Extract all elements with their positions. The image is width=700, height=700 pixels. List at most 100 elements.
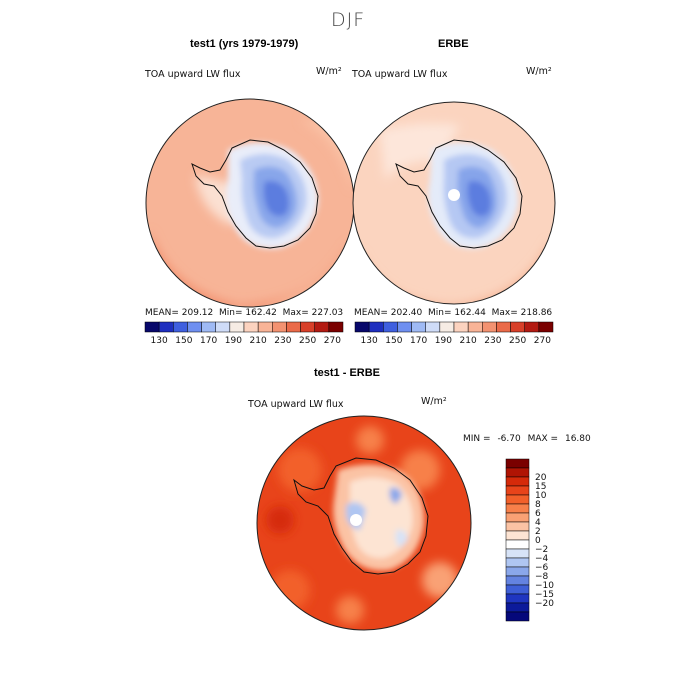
panel2-colorbar-tick-label: 130 xyxy=(361,336,378,346)
panel3-colorbar-tick-label: 4 xyxy=(535,518,541,528)
panel3-colorbar-tick-label: −10 xyxy=(535,581,554,591)
panel1-colorbar-swatch xyxy=(272,321,287,333)
figure-title: DJF xyxy=(331,9,366,31)
panel3-colorbar-tick-label: 6 xyxy=(535,509,541,519)
panel1-colorbar-tick-label: 270 xyxy=(324,336,341,346)
panel3-colorbar-tick-label: −20 xyxy=(535,599,554,609)
panel2-colorbar-swatch xyxy=(397,321,412,333)
panel1-colorbar-tick-label: 190 xyxy=(225,336,242,346)
panel1-colorbar-tick-label: 170 xyxy=(200,336,217,346)
panel2-colorbar-tick-label: 250 xyxy=(509,336,526,346)
panel2-units: W/m² xyxy=(526,66,552,77)
map3-patch-a xyxy=(278,448,322,492)
panel1-colorbar-swatch xyxy=(201,321,216,333)
panel3-colorbar-tick-label: −2 xyxy=(535,545,548,555)
panel3-colorbar-swatch xyxy=(505,467,530,478)
panel1-colorbar-swatch xyxy=(300,321,315,333)
panel2-mean-value: 202.40 xyxy=(390,308,423,318)
map3-patch-e xyxy=(336,596,364,624)
panel3-colorbar-tick-label: 20 xyxy=(535,473,547,483)
map3-patch-g xyxy=(356,426,384,454)
panel3-colorbar-swatch xyxy=(505,593,530,604)
panel3-colorbar-tick-label: −4 xyxy=(535,554,549,564)
panel2-stats: MEAN= 202.40 Min= 162.44 Max= 218.86 xyxy=(354,308,552,318)
panel3-colorbar-tick-label: −6 xyxy=(535,563,549,573)
panel2-colorbar-swatch xyxy=(354,321,370,333)
panel3-max-label: MAX = xyxy=(527,434,559,444)
panel3-colorbar-swatch xyxy=(505,476,530,487)
panel3-min-value: -6.70 xyxy=(497,434,521,444)
panel1-colorbar-swatch xyxy=(173,321,188,333)
panel3-colorbar-swatch xyxy=(505,557,530,568)
map3-patch-c xyxy=(422,562,458,598)
panel1-colorbar-swatch xyxy=(187,321,202,333)
panel3-max-value: 16.80 xyxy=(564,434,591,444)
panel2-min-label: Min= xyxy=(428,308,452,318)
panel1-max-label: Max= xyxy=(282,308,309,318)
panel3-colorbar-swatch xyxy=(505,539,530,550)
panel1-colorbar-tick-label: 230 xyxy=(274,336,291,346)
panel3-colorbar-swatch xyxy=(505,602,530,613)
panel3-stats: MIN = -6.70 MAX = 16.80 xyxy=(463,434,591,444)
panel2-colorbar-tick-label: 170 xyxy=(410,336,427,346)
panel3-colorbar-tick-label: 15 xyxy=(535,482,546,492)
panel3-colorbar-swatch xyxy=(505,584,530,595)
panel1-min-value: 162.42 xyxy=(245,308,277,318)
panel2-title: ERBE xyxy=(438,38,469,50)
panel1-colorbar-swatch xyxy=(144,321,160,333)
panel3-colorbar-swatch xyxy=(505,458,530,469)
panel2-mean-label: MEAN= xyxy=(354,308,388,318)
map3-ice-blue-b xyxy=(389,487,402,504)
map3-border xyxy=(256,415,472,631)
map3-field xyxy=(257,416,471,630)
panel1-colorbar-swatch xyxy=(286,321,301,333)
panel1-colorbar-swatch xyxy=(215,321,231,333)
map2-coastline xyxy=(395,139,523,249)
map2-field xyxy=(353,102,555,304)
panel2-max-value: 218.86 xyxy=(520,308,553,318)
panel3-colorbar-swatch xyxy=(505,530,530,541)
map3-missing-pole xyxy=(350,514,362,526)
panel2-colorbar-swatch xyxy=(453,321,469,333)
panel1-colorbar-swatch xyxy=(314,321,330,333)
panel3-colorbar-swatch xyxy=(505,512,530,523)
map3-ice-blue-c xyxy=(395,529,408,548)
panel1-max-value: 227.03 xyxy=(311,308,344,318)
panel3-colorbar-swatch xyxy=(505,548,530,559)
panel2-colorbar-swatch xyxy=(482,321,497,333)
panel2-colorbar: 130 150 170 190 210 230 250 270 xyxy=(354,321,554,346)
panel1-colorbar-swatch xyxy=(328,321,344,333)
panel3-colorbar-swatch xyxy=(505,485,530,496)
panel3-variable-label: TOA upward LW flux xyxy=(248,399,344,410)
map2-ice-core xyxy=(467,181,491,217)
panel1-colorbar-swatch xyxy=(257,321,273,333)
panel2-colorbar-tick-label: 230 xyxy=(484,336,501,346)
panel2-colorbar-swatch xyxy=(467,321,483,333)
panel2-colorbar-swatch xyxy=(524,321,540,333)
panel1-mean-label: MEAN= xyxy=(145,308,179,318)
panel2-colorbar-swatch xyxy=(383,321,398,333)
panel1-title: test1 (yrs 1979-1979) xyxy=(190,38,299,50)
panel2-colorbar-tick-label: 210 xyxy=(460,336,477,346)
panel2-colorbar-tick-label: 190 xyxy=(435,336,452,346)
panel3-colorbar-swatch xyxy=(505,521,530,532)
panel1-mean-value: 209.12 xyxy=(181,308,214,318)
panel1-variable-label: TOA upward LW flux xyxy=(145,69,241,80)
panel1-colorbar-swatch xyxy=(158,321,174,333)
panel3-units: W/m² xyxy=(421,396,447,407)
panel2-colorbar-swatch xyxy=(538,321,554,333)
panel2-colorbar-swatch xyxy=(439,321,455,333)
panel3-colorbar-swatch xyxy=(505,575,530,586)
panel3-colorbar-swatch xyxy=(505,494,530,505)
map3-patch-d xyxy=(270,570,310,610)
panel1-colorbar-tick-label: 130 xyxy=(151,336,168,346)
panel2-variable-label: TOA upward LW flux xyxy=(352,69,448,80)
map2-missing-pole xyxy=(448,189,460,201)
panel1-colorbar-swatch xyxy=(229,321,245,333)
panel2-min-value: 162.44 xyxy=(454,308,486,318)
panel3-colorbar-tick-label: 10 xyxy=(535,491,547,501)
map1-coastline xyxy=(191,139,319,249)
panel3-colorbar-tick-label: 0 xyxy=(535,536,541,546)
